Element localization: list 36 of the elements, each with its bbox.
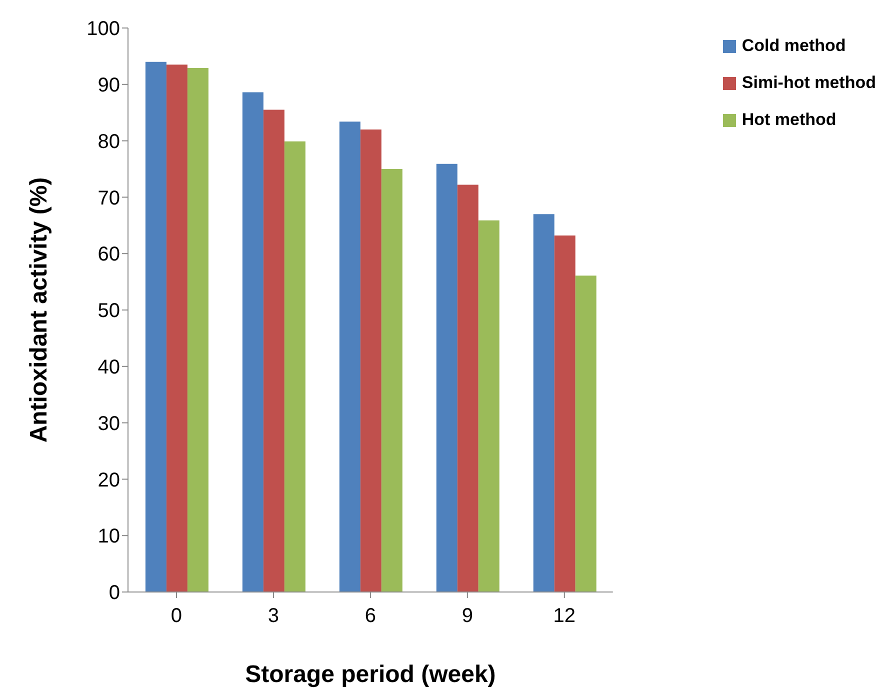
legend-label: Simi-hot method (742, 73, 876, 93)
bar (145, 62, 166, 592)
legend-label: Cold method (742, 36, 846, 56)
y-tick-label: 40 (98, 356, 120, 378)
y-tick-label: 20 (98, 469, 120, 492)
bar (242, 92, 264, 592)
legend-label: Hot method (742, 110, 836, 130)
y-tick-label: 80 (98, 130, 120, 153)
y-tick-label: 10 (98, 526, 120, 548)
bar (554, 236, 576, 592)
bar (457, 184, 478, 592)
bar (478, 220, 500, 592)
y-tick-label: 50 (98, 300, 120, 322)
x-tick-label: 3 (268, 605, 280, 628)
bar (284, 141, 306, 592)
y-tick-label: 70 (98, 187, 120, 210)
bar (263, 110, 284, 592)
x-tick-label: 9 (462, 605, 473, 628)
bar (166, 64, 188, 592)
x-axis-title: Storage period (week) (245, 661, 496, 688)
y-tick-label: 0 (108, 582, 120, 604)
y-axis-title: Antioxidant activity (%) (26, 177, 53, 443)
x-tick-label: 0 (170, 605, 182, 628)
bar (533, 214, 554, 592)
x-tick-label: 12 (553, 605, 576, 628)
bar (360, 130, 382, 592)
y-tick-label: 60 (98, 244, 120, 266)
bar (575, 276, 596, 592)
bar (381, 169, 402, 592)
y-tick-label: 100 (86, 18, 120, 40)
x-tick-label: 6 (364, 605, 376, 628)
y-tick-label: 90 (98, 74, 120, 96)
bar (436, 164, 458, 592)
y-tick-label: 30 (98, 412, 120, 435)
bar (187, 68, 208, 592)
bar (339, 122, 360, 592)
